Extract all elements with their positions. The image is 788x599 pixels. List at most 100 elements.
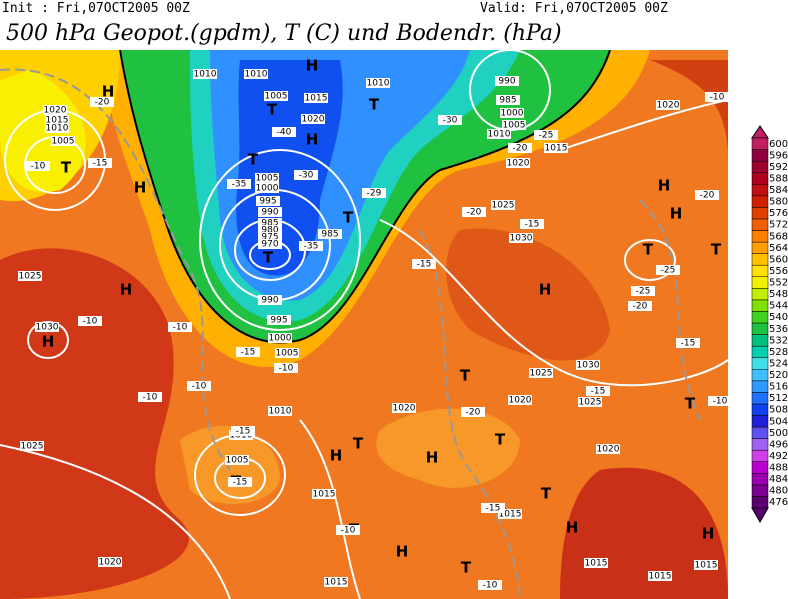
- colorbar-band: [751, 276, 769, 289]
- contour-label: -25: [539, 131, 554, 141]
- label-box: [228, 477, 252, 487]
- contour-label: 1020: [597, 445, 620, 455]
- colorbar-band: [751, 253, 769, 266]
- label-box: [299, 241, 323, 251]
- label-box: [392, 403, 416, 413]
- colorbar-label: 560: [769, 254, 788, 265]
- colorbar: 4764804844884924965005045085125165205245…: [751, 125, 788, 524]
- colorbar-label: 580: [769, 197, 788, 208]
- contour-label: -10: [713, 397, 728, 407]
- label-box: [694, 560, 718, 570]
- warm-region: [0, 248, 189, 599]
- pressure-center: T: [61, 159, 72, 177]
- label-box: [236, 347, 260, 357]
- contour-label: 995: [259, 197, 276, 207]
- label-box: [258, 295, 282, 305]
- label-box: [648, 571, 672, 581]
- colorbar-band: [751, 473, 769, 486]
- contour-label: 1005: [265, 92, 288, 102]
- label-box: [487, 129, 511, 139]
- label-box: [20, 441, 44, 451]
- pressure-center: H: [102, 83, 115, 101]
- label-box: [705, 92, 728, 102]
- colorbar-band: [751, 160, 769, 173]
- contour-label: -10: [483, 581, 498, 591]
- pressure-center: H: [702, 525, 715, 543]
- colorbar-label: 588: [769, 173, 788, 184]
- pressure-center: H: [539, 281, 552, 299]
- contour-label: 1025: [21, 442, 44, 452]
- label-box: [43, 105, 67, 115]
- label-box: [187, 381, 211, 391]
- pressure-center: T: [343, 209, 354, 227]
- colorbar-label: 556: [769, 266, 788, 277]
- colorbar-band: [751, 403, 769, 416]
- label-box: [258, 239, 282, 249]
- colorbar-label: 508: [769, 405, 788, 416]
- trough-yellow: [0, 70, 86, 192]
- label-box: [631, 286, 655, 296]
- label-box: [45, 115, 69, 125]
- label-box: [193, 69, 217, 79]
- contour-label: 1015: [305, 94, 328, 104]
- colorbar-label: 540: [769, 312, 788, 323]
- label-box: [264, 91, 288, 101]
- label-box: [576, 360, 600, 370]
- contour-label: 1015: [46, 116, 69, 126]
- contour-label: 1015: [585, 559, 608, 569]
- contour-label: 1010: [46, 124, 69, 134]
- contour-label: 1010: [269, 407, 292, 417]
- label-box: [231, 426, 255, 436]
- colorbar-band: [751, 357, 769, 370]
- pressure-center: H: [566, 519, 579, 537]
- contour-label: 1030: [510, 234, 533, 244]
- contour-label: 970: [261, 240, 278, 250]
- label-box: [258, 207, 282, 217]
- label-box: [438, 115, 462, 125]
- contour-label: -35: [304, 242, 319, 252]
- colorbar-label: 532: [769, 335, 788, 346]
- label-box: [26, 161, 50, 171]
- label-box: [336, 525, 360, 535]
- contour-label: 1020: [393, 404, 416, 414]
- contour-label: -10: [341, 526, 356, 536]
- warm-region: [446, 228, 610, 361]
- cool-region: [376, 408, 520, 488]
- valid-time: Valid: Fri,07OCT2005 00Z: [480, 1, 668, 16]
- label-box: [656, 100, 680, 110]
- contour-label: 1005: [226, 456, 249, 466]
- label-box: [362, 188, 386, 198]
- colorbar-label: 572: [769, 220, 788, 231]
- label-box: [478, 580, 502, 590]
- colorbar-label: 520: [769, 370, 788, 381]
- contour-label: 1025: [530, 369, 553, 379]
- pressure-center: T: [461, 559, 472, 577]
- colorbar-band: [751, 207, 769, 220]
- contour-label: -20: [700, 191, 715, 201]
- pressure-center: T: [263, 249, 274, 267]
- label-box: [520, 219, 544, 229]
- contour-label: 990: [261, 296, 278, 306]
- contour-label: 1030: [577, 361, 600, 371]
- label-box: [258, 218, 282, 228]
- contour-label: -15: [241, 348, 256, 358]
- colorbar-band: [751, 496, 769, 509]
- contour-label: 1015: [695, 561, 718, 571]
- contour-label: 1000: [256, 184, 279, 194]
- pressure-center: T: [685, 395, 696, 413]
- contour-label: -20: [466, 408, 481, 418]
- colorbar-band: [751, 241, 769, 254]
- colorbar-label: 504: [769, 416, 788, 427]
- contour-label: -10: [192, 382, 207, 392]
- pressure-center: T: [643, 241, 654, 259]
- contour-label: -15: [486, 504, 501, 514]
- label-box: [509, 233, 533, 243]
- contour-label: 1010: [488, 130, 511, 140]
- label-box: [244, 69, 268, 79]
- label-box: [508, 143, 532, 153]
- colorbar-band: [751, 426, 769, 439]
- label-box: [45, 123, 69, 133]
- label-box: [258, 225, 282, 235]
- colorbar-end: [751, 125, 769, 139]
